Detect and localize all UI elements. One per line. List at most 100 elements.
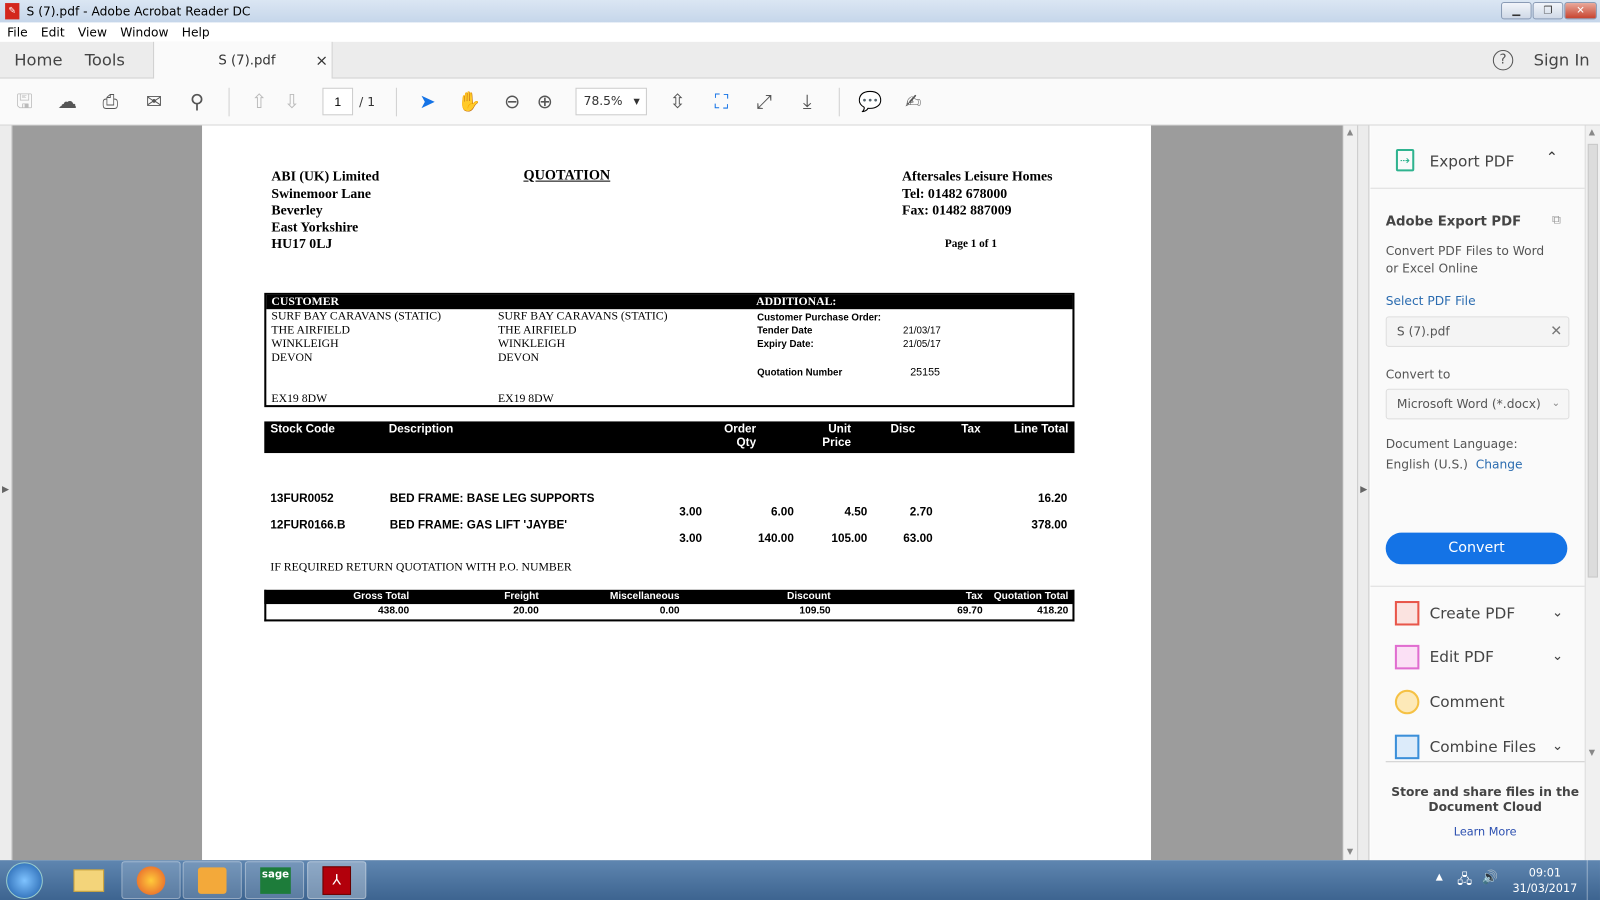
line-order-qty: 3.00 [679, 506, 703, 519]
scrollbar-thumb[interactable] [1587, 143, 1598, 578]
tab-home[interactable]: Home [14, 49, 63, 70]
totals-header: Gross Total Freight Miscellaneous Discou… [264, 589, 1075, 605]
document-scrollbar[interactable]: ▲ ▼ [1342, 125, 1358, 861]
address-line: DEVON [271, 351, 313, 364]
next-page-icon[interactable]: ⇩ [283, 90, 300, 114]
company-line: HU17 0LJ [271, 235, 333, 252]
upload-cloud-icon[interactable]: ☁ [57, 90, 78, 114]
line-order-qty: 3.00 [679, 532, 703, 545]
comment-icon[interactable]: 💬 [858, 90, 883, 114]
taskbar-acrobat[interactable]: ⅄ [307, 861, 367, 899]
minimize-button[interactable]: ▁ [1501, 2, 1532, 20]
network-icon[interactable]: 🖧 [1457, 872, 1472, 888]
adobe-export-heading: Adobe Export PDF [1385, 214, 1522, 230]
left-pane-toggle[interactable]: ▶ [0, 125, 13, 861]
convert-button[interactable]: Convert [1385, 532, 1568, 565]
chevron-up-icon[interactable]: ⌃ [1545, 149, 1558, 167]
sign-in-link[interactable]: Sign In [1533, 49, 1590, 70]
collapse-panel-toggle[interactable]: ▶ [1357, 125, 1370, 861]
expiry-date-value: 21/05/17 [903, 338, 941, 350]
line-tax: 2.70 [909, 506, 933, 519]
learn-more-link[interactable]: Learn More [1453, 825, 1517, 839]
column-label: Unit [828, 423, 852, 436]
menu-bar: File Edit View Window Help [0, 22, 1600, 42]
zoom-select[interactable]: 78.5% ▼ [575, 87, 647, 116]
folder-icon [73, 869, 105, 892]
menu-window[interactable]: Window [120, 25, 169, 40]
chevron-down-icon: ⌄ [1552, 605, 1564, 621]
change-language-link[interactable]: Change [1475, 457, 1523, 472]
show-desktop-button[interactable] [1586, 860, 1600, 900]
clock[interactable]: 09:01 31/03/2017 [1508, 865, 1581, 896]
full-screen-icon[interactable]: ⤢ [756, 90, 773, 114]
save-icon[interactable]: 🖫 [16, 90, 33, 114]
taskbar-outlook[interactable] [182, 861, 242, 899]
print-icon[interactable]: ⎙ [102, 90, 118, 114]
page-number-input[interactable] [322, 87, 354, 116]
tool-create-pdf[interactable]: Create PDF ⌄ [1394, 598, 1579, 629]
column-label: Qty [736, 436, 757, 449]
sign-pen-icon[interactable]: ✍ [905, 90, 922, 114]
export-pdf-header[interactable]: ⇢ Export PDF ⌃ [1370, 126, 1585, 189]
line-line-total: 16.20 [1037, 492, 1068, 506]
line-tax: 63.00 [903, 532, 933, 545]
tab-document[interactable]: S (7).pdf × [153, 41, 333, 80]
tool-comment[interactable]: Comment [1394, 687, 1579, 718]
tool-edit-pdf[interactable]: Edit PDF ⌄ [1394, 642, 1579, 673]
format-select[interactable]: Microsoft Word (*.docx) ⌄ [1385, 388, 1570, 420]
menu-view[interactable]: View [77, 25, 107, 40]
line-stock-code: 13FUR0052 [270, 492, 334, 506]
zoom-out-icon[interactable]: ⊖ [504, 90, 521, 114]
delivery-address: SURF BAY CARAVANS (STATIC) THE AIRFIELD WI… [498, 310, 668, 406]
recipient-line: Fax: 01482 887009 [902, 202, 1012, 218]
right-tools-panel: ⇢ Export PDF ⌃ Adobe Export PDF ⧉ Conver… [1370, 125, 1585, 861]
page-count-label: Page 1 of 1 [944, 237, 997, 250]
email-icon[interactable]: ✉ [145, 90, 163, 114]
clear-file-icon[interactable]: ✕ [1550, 323, 1563, 340]
chevron-down-icon: ⌄ [1552, 648, 1564, 665]
tender-date-label: Tender Date [757, 325, 813, 337]
window-title: S (7).pdf - Adobe Acrobat Reader DC [26, 4, 251, 19]
select-tool-icon[interactable]: ➤ [419, 90, 436, 114]
return-note: IF REQUIRED RETURN QUOTATION WITH P.O. N… [270, 561, 572, 574]
read-mode-icon[interactable]: ⤓ [802, 90, 812, 114]
address-line: SURF BAY CARAVANS (STATIC) [271, 310, 442, 323]
restore-button[interactable]: ❐ [1532, 2, 1564, 20]
search-icon[interactable]: ⚲ [189, 90, 205, 114]
line-description: BED FRAME: GAS LIFT 'JAYBE' [389, 519, 568, 532]
line-line-total: 378.00 [1031, 519, 1068, 532]
menu-file[interactable]: File [7, 25, 28, 40]
show-hidden-icons[interactable]: ▲ [1435, 872, 1443, 883]
zoom-value: 78.5% [583, 93, 623, 109]
recipient-line: Tel: 01482 678000 [902, 185, 1008, 201]
customer-box: CUSTOMER ADDITIONAL: SURF BAY CARAVANS (… [264, 292, 1075, 408]
taskbar-firefox[interactable] [121, 861, 181, 899]
panel-scrollbar[interactable]: ▲ ▼ [1584, 125, 1600, 861]
convert-to-label: Convert to [1385, 367, 1451, 382]
tool-label: Comment [1429, 692, 1505, 712]
misc-label: Miscellaneous [609, 590, 680, 603]
tab-tools[interactable]: Tools [84, 49, 125, 70]
additional-header: ADDITIONAL: [756, 295, 837, 309]
taskbar: sage ⅄ ▲ 🖧 🔊 09:01 31/03/2017 [0, 860, 1600, 900]
help-icon[interactable]: ? [1492, 49, 1514, 71]
volume-icon[interactable]: 🔊 [1481, 870, 1499, 886]
close-window-button[interactable]: ✕ [1564, 2, 1597, 20]
menu-edit[interactable]: Edit [40, 25, 65, 40]
language-settings-icon[interactable]: ⧉ [1552, 212, 1561, 227]
previous-page-icon[interactable]: ⇧ [251, 90, 268, 114]
taskbar-sage[interactable]: sage [244, 861, 305, 899]
taskbar-explorer[interactable] [59, 861, 118, 899]
zoom-in-icon[interactable]: ⊕ [536, 90, 554, 114]
tool-combine-files[interactable]: Combine Files ⌄ [1394, 732, 1579, 763]
scrolling-mode-icon[interactable]: ⇳ [669, 90, 686, 114]
misc-value: 0.00 [659, 605, 680, 617]
fit-page-icon[interactable]: ⛶ [714, 90, 729, 114]
quotation-number-value: 25155 [910, 366, 940, 379]
close-tab-icon[interactable]: × [315, 51, 329, 70]
hand-tool-icon[interactable]: ✋ [457, 90, 482, 114]
address-line: THE AIRFIELD [271, 323, 350, 337]
menu-help[interactable]: Help [181, 25, 210, 40]
start-button[interactable] [6, 862, 43, 899]
selected-file-field[interactable]: S (7).pdf ✕ [1385, 316, 1570, 347]
